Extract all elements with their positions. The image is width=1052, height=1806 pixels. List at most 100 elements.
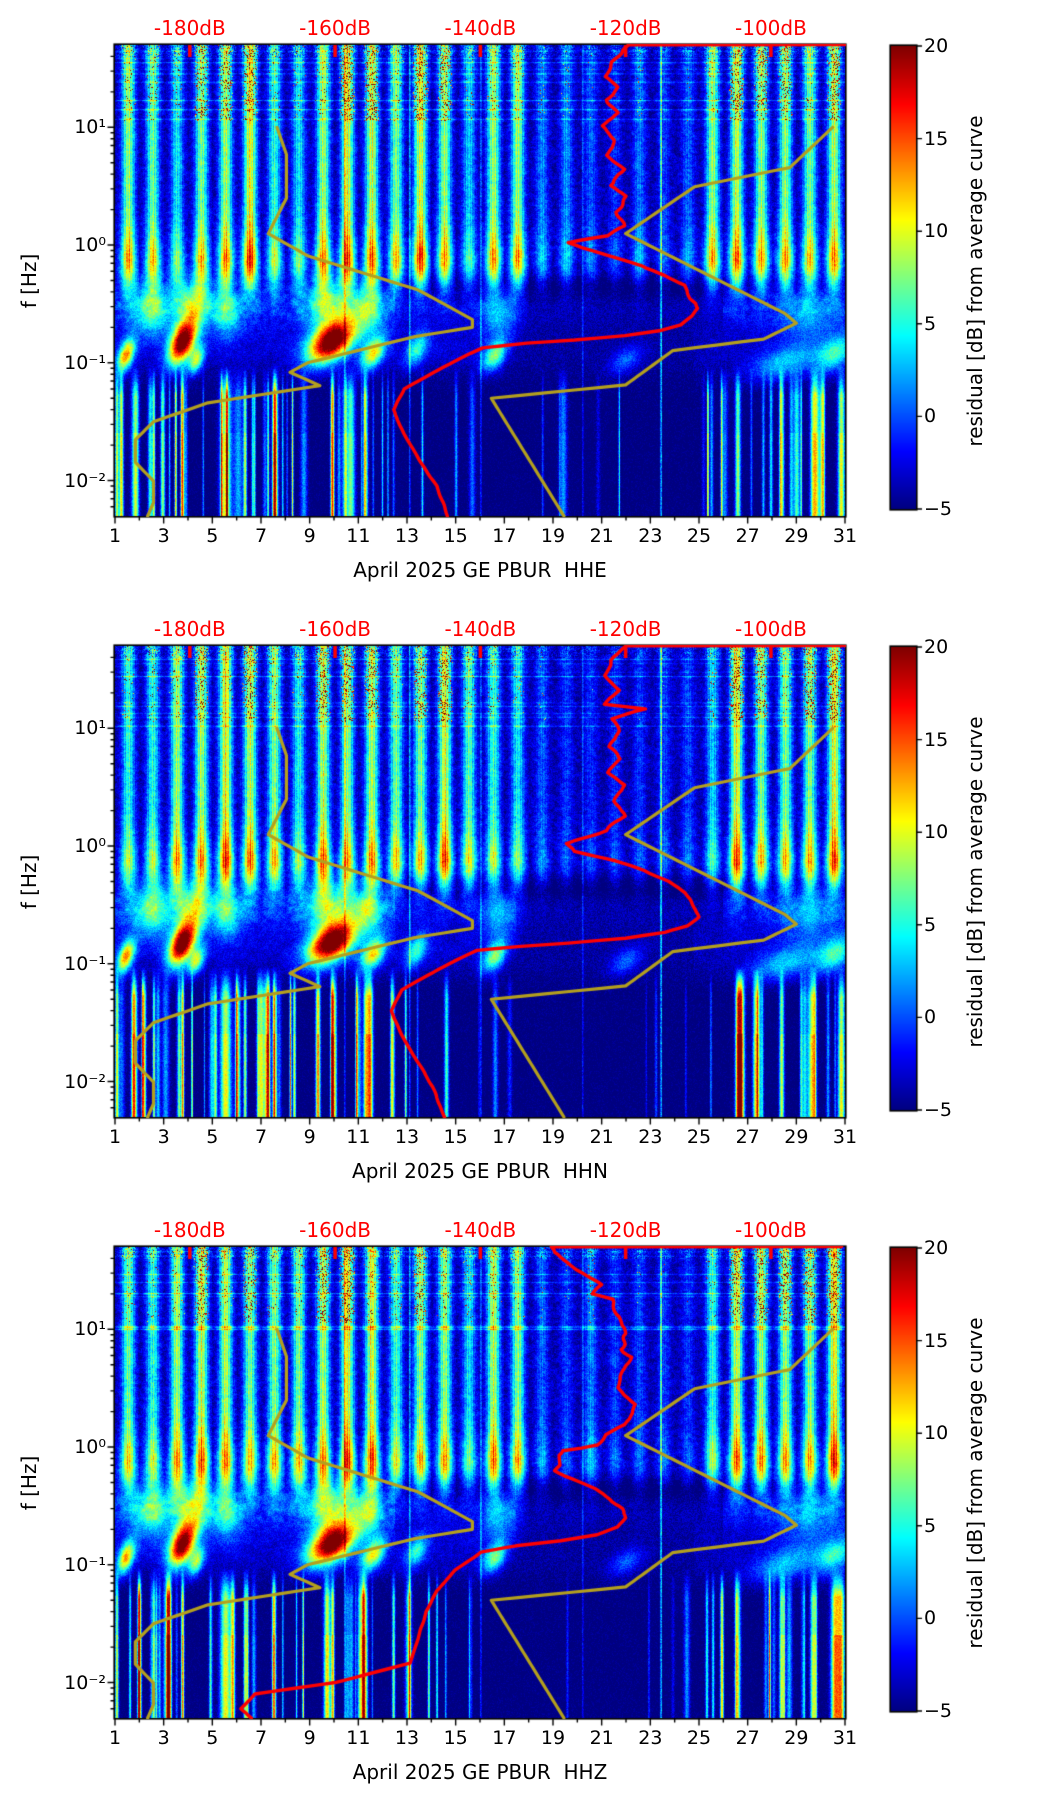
y-tick-label: 10⁰ — [74, 835, 106, 858]
x-tick-label: 1 — [108, 525, 122, 547]
x-tick-label: 31 — [832, 1126, 858, 1148]
y-tick-label: 10⁻² — [64, 469, 106, 492]
x-tick-label: 17 — [492, 1126, 517, 1148]
y-tick-label: 10⁻² — [64, 1070, 106, 1093]
x-tick-label: 27 — [735, 1727, 760, 1749]
colorbar-tick-label: 10 — [924, 821, 949, 844]
x-tick-label: 17 — [492, 525, 517, 547]
colorbar-tick-label: 20 — [924, 636, 949, 658]
x-tick-label: 21 — [589, 525, 614, 547]
x-tick-label: 5 — [206, 525, 219, 547]
y-axis-label: f [Hz] — [17, 253, 41, 308]
y-tick-label: 10¹ — [74, 116, 106, 139]
x-tick-label: 15 — [443, 1126, 468, 1148]
top-axis-db-label: -160dB — [299, 16, 371, 40]
x-tick-label: 9 — [303, 1727, 316, 1749]
colorbar-label: residual [dB] from average curve — [963, 114, 987, 447]
x-tick-label: 31 — [832, 525, 858, 547]
x-tick-label: 11 — [346, 1727, 371, 1749]
x-tick-label: 5 — [206, 1727, 219, 1749]
x-tick-label: 23 — [638, 1727, 663, 1749]
top-axis-db-label: -160dB — [299, 617, 371, 641]
colorbar-tick-label: 10 — [924, 1422, 949, 1445]
colorbar-tick-label: 20 — [924, 1237, 949, 1259]
x-tick-label: 29 — [784, 525, 809, 547]
x-tick-label: 7 — [254, 1727, 268, 1749]
y-tick-label: 10⁰ — [74, 1436, 106, 1459]
x-tick-label: 25 — [686, 525, 712, 547]
x-tick-label: 19 — [540, 525, 566, 547]
x-tick-label: 15 — [443, 1727, 468, 1749]
x-tick-label: 21 — [589, 1727, 614, 1749]
colorbar-tick-label: 10 — [924, 220, 949, 243]
x-tick-label: 3 — [157, 1727, 170, 1749]
colorbar-tick-label: −5 — [924, 498, 953, 520]
x-tick-label: 7 — [254, 1126, 268, 1148]
x-tick-label: 15 — [443, 525, 468, 547]
x-tick-label: 23 — [638, 1126, 663, 1148]
y-axis-label: f [Hz] — [17, 854, 41, 909]
x-axis-label: April 2025 GE PBUR HHZ — [352, 1760, 608, 1784]
colorbar-label: residual [dB] from average curve — [963, 1316, 987, 1649]
colorbar-tick-label: 0 — [924, 405, 937, 428]
top-axis-db-label: -100dB — [735, 1218, 807, 1242]
top-axis-db-label: -180dB — [153, 617, 226, 641]
x-tick-label: 17 — [492, 1727, 517, 1749]
x-tick-label: 1 — [108, 1126, 122, 1148]
x-tick-label: 7 — [254, 525, 268, 547]
colorbar-tick-label: 0 — [924, 1607, 937, 1630]
x-tick-label: 25 — [686, 1727, 712, 1749]
top-axis-db-label: -120dB — [589, 617, 662, 641]
x-tick-label: 13 — [394, 525, 420, 547]
y-tick-label: 10⁰ — [74, 234, 106, 257]
top-axis-db-label: -140dB — [444, 617, 517, 641]
x-tick-label: 29 — [784, 1727, 809, 1749]
colorbar-tick-label: 5 — [924, 913, 937, 936]
y-tick-label: 10⁻¹ — [64, 1553, 106, 1576]
colorbar-tick-label: 15 — [924, 1329, 949, 1352]
x-tick-label: 3 — [157, 525, 170, 547]
x-tick-label: 23 — [638, 525, 663, 547]
x-axis-label: April 2025 GE PBUR HHE — [353, 558, 607, 582]
colorbar-tick-label: 15 — [924, 127, 949, 150]
x-tick-label: 11 — [346, 1126, 371, 1148]
x-tick-label: 3 — [157, 1126, 170, 1148]
x-tick-label: 27 — [735, 525, 760, 547]
top-axis-db-label: -160dB — [299, 1218, 371, 1242]
y-tick-label: 10⁻² — [64, 1671, 106, 1694]
colorbar-tick-label: 5 — [924, 312, 937, 335]
top-axis-db-label: -100dB — [735, 617, 807, 641]
x-tick-label: 9 — [303, 525, 316, 547]
x-tick-label: 31 — [832, 1727, 858, 1749]
colorbar-tick-label: −5 — [924, 1099, 953, 1121]
x-tick-label: 9 — [303, 1126, 316, 1148]
x-tick-label: 19 — [540, 1126, 566, 1148]
x-tick-label: 11 — [346, 525, 371, 547]
x-tick-label: 25 — [686, 1126, 712, 1148]
top-axis-db-label: -180dB — [153, 1218, 226, 1242]
x-tick-label: 13 — [394, 1126, 420, 1148]
x-axis-label: April 2025 GE PBUR HHN — [352, 1159, 608, 1183]
y-tick-label: 10⁻¹ — [64, 952, 106, 975]
x-tick-label: 5 — [206, 1126, 219, 1148]
x-tick-label: 1 — [108, 1727, 122, 1749]
top-axis-db-label: -100dB — [735, 16, 807, 40]
colorbar-tick-label: 20 — [924, 35, 949, 57]
colorbar-tick-label: 0 — [924, 1006, 937, 1029]
top-axis-db-label: -140dB — [444, 1218, 517, 1242]
top-axis-db-label: -120dB — [589, 1218, 662, 1242]
y-axis-label: f [Hz] — [17, 1455, 41, 1510]
x-tick-label: 13 — [394, 1727, 420, 1749]
x-tick-label: 19 — [540, 1727, 566, 1749]
y-tick-label: 10¹ — [74, 717, 106, 740]
x-tick-label: 21 — [589, 1126, 614, 1148]
y-tick-label: 10⁻¹ — [64, 351, 106, 374]
top-axis-db-label: -180dB — [153, 16, 226, 40]
y-tick-label: 10¹ — [74, 1318, 106, 1341]
colorbar-tick-label: 15 — [924, 728, 949, 751]
top-axis-db-label: -140dB — [444, 16, 517, 40]
x-tick-label: 29 — [784, 1126, 809, 1148]
top-axis-db-label: -120dB — [589, 16, 662, 40]
